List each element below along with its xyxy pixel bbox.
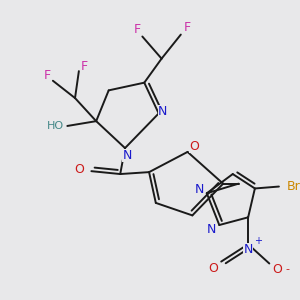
Text: F: F: [134, 23, 141, 36]
Text: N: N: [244, 243, 253, 256]
Text: N: N: [194, 183, 204, 196]
Text: F: F: [81, 60, 88, 73]
Text: O: O: [74, 163, 84, 176]
Text: N: N: [122, 149, 132, 162]
Text: N: N: [207, 223, 216, 236]
Text: O: O: [272, 263, 282, 276]
Text: O: O: [208, 262, 218, 275]
Text: +: +: [254, 236, 262, 246]
Text: O: O: [189, 140, 199, 153]
Text: N: N: [158, 105, 167, 118]
Text: F: F: [44, 69, 51, 82]
Text: Br: Br: [286, 180, 300, 193]
Text: -: -: [286, 264, 289, 274]
Text: HO: HO: [47, 121, 64, 131]
Text: F: F: [184, 21, 191, 34]
